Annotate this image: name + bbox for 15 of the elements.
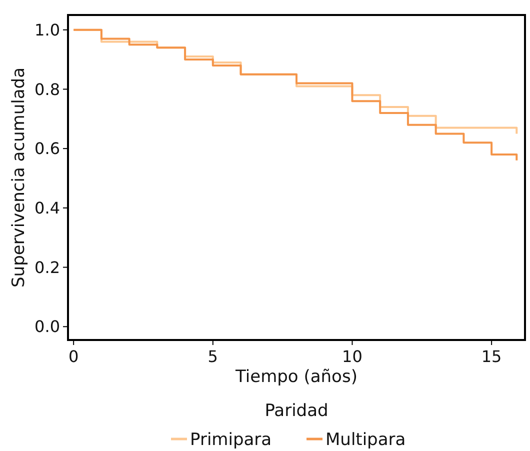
y-tick-label: 0.2 [34,258,60,277]
y-tick-label: 0.8 [34,80,60,99]
x-tick-label: 0 [68,347,79,366]
x-tick-label: 15 [481,347,502,366]
y-axis-title: Supervivencia acumulada [9,68,29,288]
x-axis-title: Tiempo (años) [234,367,358,387]
legend-title: Paridad [264,401,328,421]
y-tick-label: 1.0 [34,20,60,40]
y-tick-label: 0.4 [34,198,60,218]
legend-label: Primipara [190,430,272,450]
x-tick-label: 5 [208,347,218,366]
y-tick-label: 0.6 [34,139,60,158]
legend-label: Multipara [326,430,406,450]
y-tick-label: 0.0 [34,317,60,336]
x-tick-label: 10 [342,347,362,366]
